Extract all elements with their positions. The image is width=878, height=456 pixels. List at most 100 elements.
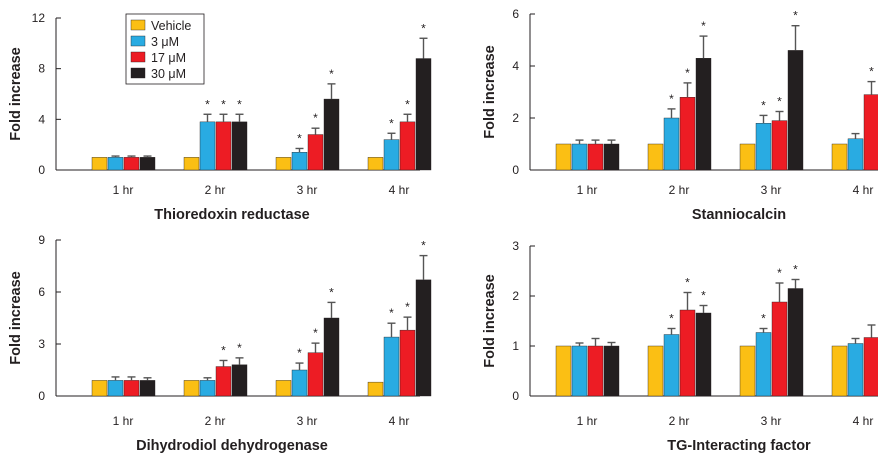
y-axis-label: Fold increase: [8, 271, 24, 364]
legend-swatch: [130, 51, 146, 63]
significance-marker: *: [329, 67, 334, 81]
category-label: 1 hr: [113, 183, 134, 197]
bar: [231, 121, 248, 171]
bar: [647, 143, 664, 171]
bar: [415, 279, 432, 397]
bar: [771, 301, 788, 397]
bar: [275, 380, 292, 397]
category-label: 3 hr: [761, 183, 782, 197]
significance-marker: *: [405, 300, 410, 314]
significance-marker: *: [669, 312, 674, 326]
category-label: 4 hr: [389, 183, 410, 197]
bar: [695, 58, 712, 171]
y-tick-label: 2: [512, 111, 519, 125]
significance-marker: *: [869, 65, 874, 79]
category-label: 2 hr: [205, 414, 226, 428]
significance-marker: *: [221, 343, 226, 357]
significance-marker: *: [313, 111, 318, 125]
y-tick-label: 6: [512, 7, 519, 21]
category-label: 3 hr: [297, 183, 318, 197]
bar: [367, 381, 384, 397]
significance-marker: *: [793, 9, 798, 23]
chart-title: TG-Interacting factor: [667, 438, 811, 454]
bar: [399, 329, 416, 397]
bar: [739, 143, 756, 171]
category-label: 4 hr: [853, 183, 874, 197]
category-label: 3 hr: [761, 414, 782, 428]
legend-label: 3 μM: [151, 35, 179, 49]
bar: [415, 58, 432, 171]
bar: [123, 157, 140, 171]
bar: [215, 366, 232, 397]
significance-marker: *: [237, 97, 242, 111]
y-tick-label: 4: [38, 112, 45, 126]
bar: [107, 380, 124, 397]
legend-swatch: [130, 67, 146, 79]
significance-marker: *: [685, 276, 690, 290]
bar: [863, 94, 878, 171]
significance-marker: *: [701, 289, 706, 303]
y-axis-label: Fold increase: [8, 47, 24, 140]
significance-marker: *: [669, 92, 674, 106]
bar: [847, 343, 864, 397]
y-tick-label: 3: [512, 239, 519, 253]
category-label: 2 hr: [669, 414, 690, 428]
bar: [739, 345, 756, 397]
bar: [663, 334, 680, 397]
significance-marker: *: [297, 346, 302, 360]
bar: [275, 157, 292, 171]
bar: [603, 143, 620, 171]
panel-dihydrodiol-dehydrogenase: 0 3 6 9 Fold increase 1 hr * * 2 hr * * * 3 hr * * * 4 h…: [8, 233, 432, 454]
y-tick-label: 0: [38, 163, 45, 177]
bar: [831, 345, 848, 397]
bar: [231, 364, 248, 397]
significance-marker: *: [421, 239, 426, 253]
bar: [183, 380, 200, 397]
y-tick-label: 1: [512, 339, 519, 353]
bar: [123, 380, 140, 397]
y-tick-label: 9: [38, 233, 45, 247]
significance-marker: *: [777, 266, 782, 280]
y-axis-label: Fold increase: [482, 274, 498, 367]
significance-marker: *: [421, 21, 426, 35]
significance-marker: *: [777, 95, 782, 109]
bar: [663, 117, 680, 171]
legend-label: 30 μM: [151, 67, 186, 81]
bar: [571, 143, 588, 171]
chart-title: Thioredoxin reductase: [154, 207, 310, 223]
bar: [91, 380, 108, 397]
bar: [755, 122, 772, 171]
category-label: 1 hr: [113, 414, 134, 428]
legend-label: 17 μM: [151, 51, 186, 65]
bar: [695, 312, 712, 397]
category-label: 1 hr: [577, 183, 598, 197]
bar: [107, 157, 124, 171]
significance-marker: *: [389, 306, 394, 320]
chart-title: Dihydrodiol dehydrogenase: [136, 438, 328, 454]
bar: [679, 96, 696, 171]
bar: [199, 121, 216, 171]
category-label: 4 hr: [853, 414, 874, 428]
bar: [555, 345, 572, 397]
bar: [291, 369, 308, 397]
significance-marker: *: [329, 285, 334, 299]
significance-marker: *: [685, 66, 690, 80]
chart-title: Stanniocalcin: [692, 207, 786, 223]
category-label: 4 hr: [389, 414, 410, 428]
category-label: 2 hr: [669, 183, 690, 197]
bar: [847, 138, 864, 171]
bar: [215, 121, 232, 171]
bar: [383, 139, 400, 171]
legend-swatch: [130, 19, 146, 31]
y-tick-label: 2: [512, 289, 519, 303]
bar: [183, 157, 200, 171]
y-tick-label: 0: [512, 163, 519, 177]
significance-marker: *: [313, 326, 318, 340]
bar: [139, 380, 156, 397]
bar: [603, 345, 620, 397]
y-tick-label: 6: [38, 285, 45, 299]
y-tick-label: 4: [512, 59, 519, 73]
bar: [199, 380, 216, 397]
bar: [863, 337, 878, 397]
